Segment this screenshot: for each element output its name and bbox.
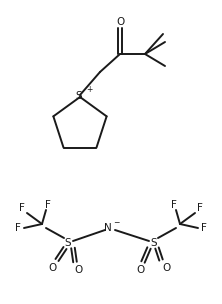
Text: O: O: [162, 263, 170, 273]
Text: N: N: [104, 223, 112, 233]
Text: F: F: [15, 223, 21, 233]
Text: +: +: [86, 85, 92, 95]
Text: F: F: [201, 223, 207, 233]
Text: F: F: [197, 203, 203, 213]
Text: S: S: [65, 238, 71, 248]
Text: O: O: [136, 265, 144, 275]
Text: F: F: [19, 203, 25, 213]
Text: O: O: [48, 263, 56, 273]
Text: F: F: [45, 200, 51, 210]
Text: S: S: [151, 238, 157, 248]
Text: F: F: [171, 200, 177, 210]
Text: O: O: [74, 265, 82, 275]
Text: S: S: [76, 91, 82, 101]
Text: O: O: [116, 17, 124, 27]
Text: −: −: [113, 219, 119, 227]
